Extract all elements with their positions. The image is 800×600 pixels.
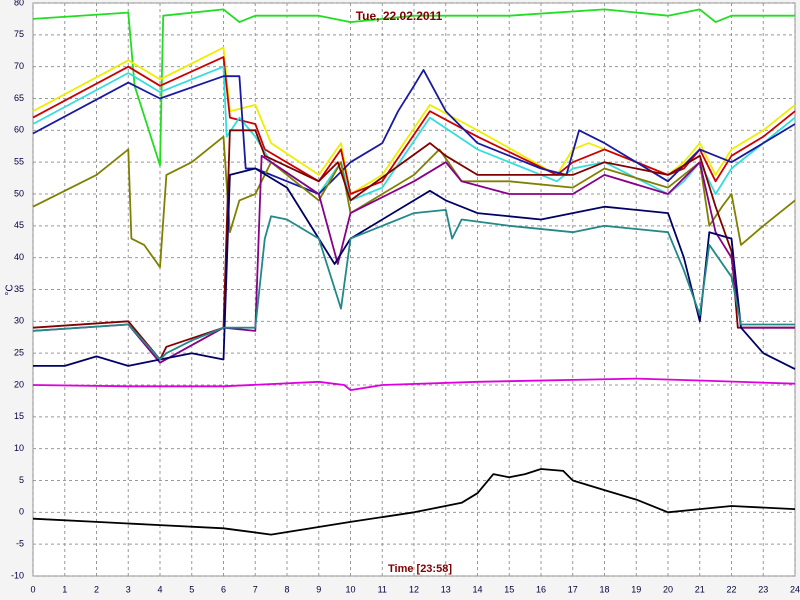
data-line: [32, 209, 795, 361]
x-tick-label: 24: [790, 584, 800, 594]
data-line: [32, 154, 795, 364]
y-tick-label: 40: [14, 252, 24, 262]
x-tick-label: 10: [345, 584, 355, 594]
x-tick-label: 6: [221, 584, 226, 594]
x-tick-label: 21: [695, 584, 705, 594]
lines: [32, 8, 796, 536]
x-tick-label: 12: [409, 584, 419, 594]
y-tick-label: 60: [14, 125, 24, 135]
data-line: [32, 69, 796, 195]
data-line: [32, 468, 796, 536]
y-tick-label: 35: [14, 284, 24, 294]
x-tick-label: 14: [472, 584, 482, 594]
x-tick-label: 3: [126, 584, 131, 594]
x-tick-label: 7: [253, 584, 258, 594]
x-tick-label: 17: [568, 584, 578, 594]
x-tick-label: 11: [378, 584, 387, 594]
y-tick-label: -10: [11, 570, 24, 580]
y-axis-label: °C: [5, 284, 16, 295]
y-tick-label: 25: [14, 348, 24, 358]
y-tick-label: 5: [19, 475, 24, 485]
y-tick-label: 15: [14, 411, 24, 421]
x-tick-label: 0: [30, 584, 35, 594]
y-tick-label: 20: [14, 379, 24, 389]
y-tick-label: 80: [14, 0, 24, 7]
y-tick-label: 65: [14, 93, 24, 103]
x-tick-label: 20: [663, 584, 673, 594]
y-tick-label: 0: [19, 507, 24, 517]
data-line: [32, 65, 796, 202]
data-line: [32, 8, 795, 167]
x-tick-label: 18: [599, 584, 609, 594]
x-tick-label: 22: [726, 584, 736, 594]
y-tick-label: 70: [14, 61, 24, 71]
y-tick-label: 45: [14, 220, 24, 230]
chart-title: Tue, 22.02.2011: [356, 9, 443, 23]
data-line: [32, 377, 796, 391]
x-tick-label: 15: [504, 584, 514, 594]
x-tick-label: 19: [631, 584, 641, 594]
x-tick-label: 2: [94, 584, 99, 594]
x-tick-label: 1: [62, 584, 67, 594]
y-tick-label: 30: [14, 316, 24, 326]
x-tick-label: 5: [189, 584, 194, 594]
y-tick-label: 50: [14, 188, 24, 198]
y-tick-label: 55: [14, 157, 24, 167]
y-tick-label: 10: [14, 443, 24, 453]
x-tick-label: 9: [316, 584, 321, 594]
x-tick-label: 13: [441, 584, 451, 594]
y-tick-label: 75: [14, 29, 24, 39]
y-tick-label: -5: [16, 539, 24, 549]
x-tick-label: 8: [284, 584, 289, 594]
x-tick-label: 23: [758, 584, 768, 594]
x-tick-label: 16: [536, 584, 546, 594]
data-line: [32, 56, 796, 195]
x-tick-label: 4: [157, 584, 162, 594]
x-axis-label: Time [23:58]: [388, 563, 452, 575]
data-line: [32, 129, 795, 361]
